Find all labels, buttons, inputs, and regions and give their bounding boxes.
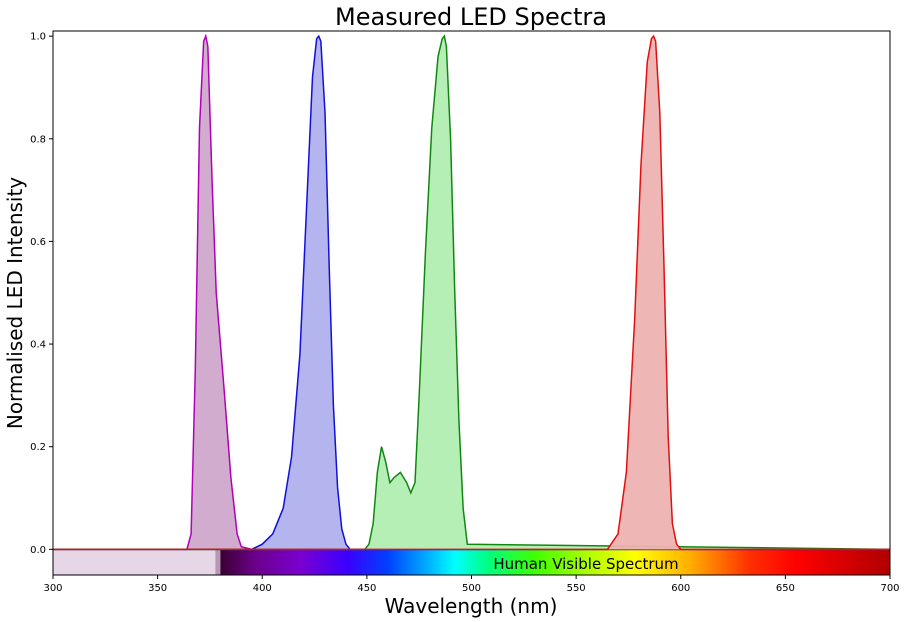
x-tick-label: 400	[253, 583, 272, 594]
y-tick-label: 0.8	[30, 134, 46, 145]
series-area-1	[53, 36, 890, 550]
chart-title: Measured LED Spectra	[335, 3, 607, 31]
series-line-4	[53, 34, 890, 551]
x-tick-label: 550	[567, 583, 586, 594]
y-tick-label: 0.2	[30, 442, 46, 453]
y-tick-label: 0.4	[30, 340, 46, 351]
series-line-3	[53, 34, 891, 551]
visible-spectrum-annotation: Human Visible Spectrum	[493, 555, 678, 573]
y-tick-label: 0.6	[30, 237, 46, 248]
x-tick-label: 700	[880, 583, 899, 594]
x-axis-title: Wavelength (nm)	[385, 594, 558, 618]
series-area-2	[53, 36, 890, 550]
y-tick-label: 0.0	[30, 545, 46, 556]
y-tick-label: 1.0	[30, 32, 46, 43]
x-tick-label: 500	[462, 583, 481, 594]
y-axis-title: Normalised LED Intensity	[3, 177, 27, 429]
visible-spectrum-band	[220, 549, 890, 575]
series-area-3	[53, 36, 890, 550]
x-tick-label: 650	[776, 583, 795, 594]
uv-band	[53, 549, 221, 575]
x-tick-label: 350	[148, 583, 167, 594]
x-tick-label: 600	[671, 583, 690, 594]
x-tick-label: 300	[43, 583, 62, 594]
plot-frame	[52, 30, 891, 576]
uv-edge-band	[215, 549, 221, 575]
series-line-2	[53, 34, 890, 551]
series-line-1	[53, 33, 890, 551]
x-tick-label: 450	[357, 583, 376, 594]
series-area-4	[53, 36, 890, 550]
